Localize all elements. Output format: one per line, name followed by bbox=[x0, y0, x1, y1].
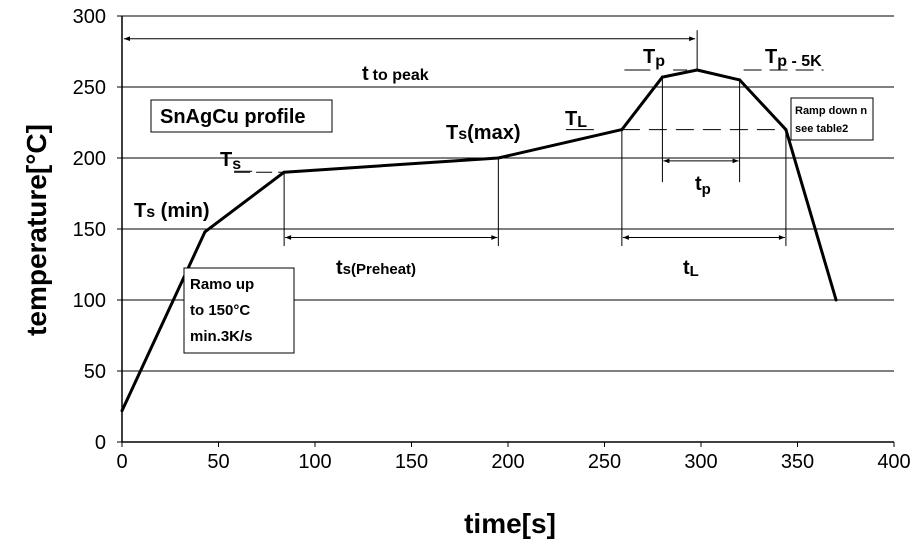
ts-preheat-label: ts(Preheat) bbox=[336, 257, 416, 279]
profile-box: SnAgCu profile bbox=[150, 99, 333, 133]
ramp-up-line-1: Ramo up bbox=[190, 276, 254, 293]
series bbox=[120, 68, 838, 413]
y-tick-label: 0 bbox=[95, 432, 106, 454]
tp-minus-5k-label: Tp - 5K bbox=[765, 46, 822, 70]
x-axis-label: time[s] bbox=[464, 508, 556, 539]
x-tick-label: 400 bbox=[877, 451, 910, 473]
y-tick-label: 200 bbox=[73, 148, 106, 170]
y-tick-label: 250 bbox=[73, 77, 106, 99]
ramp-down-line-2: see table2 bbox=[795, 123, 848, 135]
t-to-peak-label: t to peak bbox=[362, 63, 429, 85]
x-tick-label: 200 bbox=[491, 451, 524, 473]
ramp-up-line-3: min.3K/s bbox=[190, 328, 253, 345]
x-tick-label: 100 bbox=[298, 451, 331, 473]
x-tick-label: 250 bbox=[588, 451, 621, 473]
y-axis-label: temperature[°C] bbox=[21, 124, 52, 336]
annotation-lines bbox=[124, 30, 824, 247]
x-tick-label: 150 bbox=[395, 451, 428, 473]
profile-point bbox=[695, 68, 699, 72]
profile-point bbox=[834, 298, 838, 302]
ts-max-label: Ts(max) bbox=[446, 122, 520, 144]
ramp-up-box: Ramo up to 150°C min.3K/s bbox=[183, 267, 295, 354]
x-tick-label: 350 bbox=[781, 451, 814, 473]
tp-time-label: tp bbox=[695, 173, 711, 198]
profile-point bbox=[120, 409, 124, 413]
tl-label: TL bbox=[565, 108, 587, 131]
ramp-down-box: Ramp down n see table2 bbox=[790, 97, 874, 141]
profile-point bbox=[738, 78, 742, 82]
axes bbox=[117, 15, 895, 447]
ts-min-label: Ts (min) bbox=[134, 200, 210, 222]
y-tick-label: 50 bbox=[84, 361, 106, 383]
x-tick-label: 300 bbox=[684, 451, 717, 473]
ramp-down-line-1: Ramp down n bbox=[795, 105, 867, 117]
profile-box-label: SnAgCu profile bbox=[160, 106, 306, 128]
y-tick-label: 100 bbox=[73, 290, 106, 312]
profile-point bbox=[784, 128, 788, 132]
tl-time-label: tL bbox=[683, 257, 699, 280]
ts-label: Ts bbox=[220, 149, 241, 173]
tick-labels: 0 50 100 150 200 250 300 350 400 0 50 100 150 200 250 3… bbox=[73, 6, 911, 473]
tp-label: Tp bbox=[643, 46, 665, 70]
y-tick-label: 150 bbox=[73, 219, 106, 241]
profile-point bbox=[282, 170, 286, 174]
profile-point bbox=[496, 156, 500, 160]
temperature-profile-line bbox=[120, 68, 838, 412]
x-tick-label: 50 bbox=[207, 451, 229, 473]
profile-point bbox=[203, 230, 207, 234]
y-tick-label: 300 bbox=[73, 6, 106, 28]
ramp-up-line-2: to 150°C bbox=[190, 302, 250, 319]
x-tick-label: 0 bbox=[116, 451, 127, 473]
profile-point bbox=[660, 75, 664, 79]
profile-point bbox=[620, 128, 624, 132]
